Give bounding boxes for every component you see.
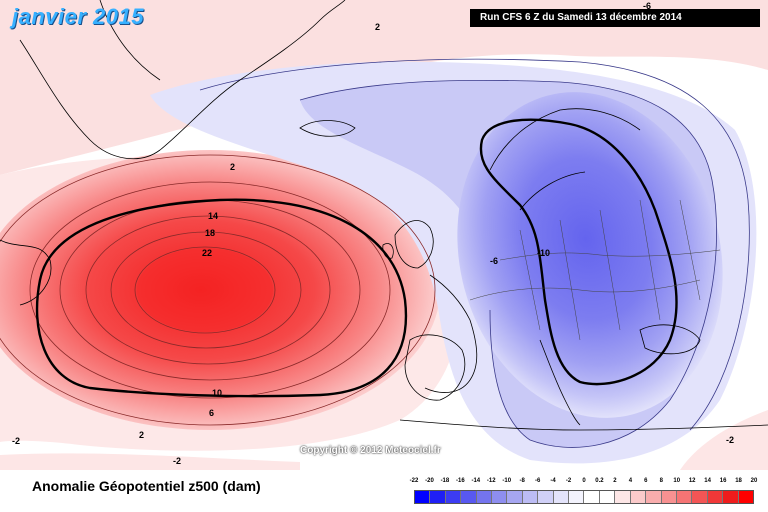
- color-scale-label: -8: [519, 478, 525, 484]
- color-scale-swatch: [707, 491, 724, 503]
- color-scale-label: -16: [456, 478, 465, 484]
- color-scale-swatch: [569, 491, 585, 503]
- color-scale-label: -10: [502, 478, 512, 484]
- contour-label: 10: [212, 388, 222, 398]
- color-scale-label: -12: [486, 478, 496, 484]
- color-scale-swatch: [492, 491, 508, 503]
- color-scale-label: 12: [688, 478, 696, 484]
- color-scale-label: -20: [425, 478, 434, 484]
- contour-label: 22: [202, 248, 212, 258]
- variable-title: Anomalie Géopotentiel z500 (dam): [32, 478, 261, 494]
- coastlines: [0, 0, 768, 431]
- negative-contour-lines: [199, 58, 750, 448]
- color-scale-label: -22: [409, 478, 419, 484]
- contour-label: 2: [139, 430, 144, 440]
- contour-labels: 2 -6 2 14 18 22 10 6 -6 -10 -2 2 -2 -2: [12, 1, 734, 466]
- contour-label: 2: [230, 162, 235, 172]
- positive-band-north: [0, 0, 768, 175]
- color-scale-legend: -22 -20 -18 -16 -14 -12 -10 -8 -6 -4 -2 0 0.2 2 4 6 8 10 1…: [410, 476, 758, 506]
- color-scale-swatch: [430, 491, 446, 503]
- contour-label: -10: [537, 248, 550, 258]
- positive-band-south: [0, 453, 300, 470]
- color-scale-swatch: [646, 491, 662, 503]
- color-scale-label: 2: [613, 478, 617, 484]
- color-scale-label: 16: [719, 478, 727, 484]
- color-scale-label: 8: [659, 478, 663, 484]
- contour-label: -2: [173, 456, 181, 466]
- color-scale-swatch: [630, 491, 647, 503]
- color-scale-swatch: [461, 491, 477, 503]
- color-scale-label: -18: [440, 478, 450, 484]
- positive-core-contour: [137, 248, 273, 332]
- color-scale-swatch: [522, 491, 539, 503]
- color-scale-label: -6: [534, 478, 541, 484]
- color-scale-label: -2: [565, 478, 572, 484]
- color-scale-bar: [414, 490, 754, 504]
- color-scale-swatch: [507, 491, 523, 503]
- contour-label: -2: [12, 436, 20, 446]
- contour-label: -6: [643, 1, 651, 11]
- month-title: janvier 2015: [12, 4, 144, 29]
- color-scale-label: 14: [704, 478, 711, 484]
- negative-anomaly-low: [457, 92, 723, 418]
- contour-label: 6: [209, 408, 214, 418]
- color-scale-label: 4: [628, 478, 633, 484]
- color-scale-swatch: [553, 491, 570, 503]
- color-scale-swatch: [476, 491, 493, 503]
- color-scale-labels: -22 -20 -18 -16 -14 -12 -10 -8 -6 -4 -2 0 0.2 2 4 6 8 10 1…: [410, 476, 758, 487]
- color-scale-label: -14: [471, 478, 481, 484]
- country-borders: [469, 199, 721, 341]
- color-scale-swatch: [584, 491, 600, 503]
- contour-label: 2: [375, 22, 380, 32]
- color-scale-swatch: [615, 491, 631, 503]
- color-scale-swatch: [676, 491, 693, 503]
- contour-label: -6: [490, 256, 498, 266]
- color-scale-label: 6: [644, 478, 648, 484]
- color-scale-label: 10: [673, 478, 681, 484]
- contour-label: -2: [726, 435, 734, 445]
- color-scale-label: 20: [750, 478, 758, 484]
- color-scale-swatch: [415, 491, 431, 503]
- positive-contour-lines: [0, 154, 436, 426]
- color-scale-swatch: [599, 491, 616, 503]
- contour-label: 14: [208, 211, 218, 221]
- color-scale-label: -4: [550, 478, 556, 484]
- contour-label: 18: [205, 228, 215, 238]
- color-scale-swatch: [692, 491, 708, 503]
- run-info-banner: Run CFS 6 Z du Samedi 13 décembre 2014: [470, 9, 760, 27]
- color-scale-label: 0: [582, 478, 586, 484]
- color-scale-swatch: [445, 491, 462, 503]
- color-scale-swatch: [538, 491, 554, 503]
- copyright-notice: Copyright © 2012 Meteociel.fr: [300, 445, 441, 456]
- footer: Anomalie Géopotentiel z500 (dam) -22 -20-…: [0, 470, 768, 512]
- geopotential-anomaly-map: 2 -6 2 14 18 22 10 6 -6 -10 -2 2 -2 -2: [0, 0, 768, 470]
- color-scale-swatch: [723, 491, 739, 503]
- color-scale-label: 18: [735, 478, 742, 484]
- color-scale-swatch: [738, 491, 753, 503]
- thick-contour-plus10: [35, 198, 408, 398]
- positive-band-southeast: [680, 410, 768, 470]
- color-scale-swatch: [661, 491, 677, 503]
- thick-contour-minus10: [479, 118, 678, 386]
- color-scale-label: 0.2: [595, 478, 604, 484]
